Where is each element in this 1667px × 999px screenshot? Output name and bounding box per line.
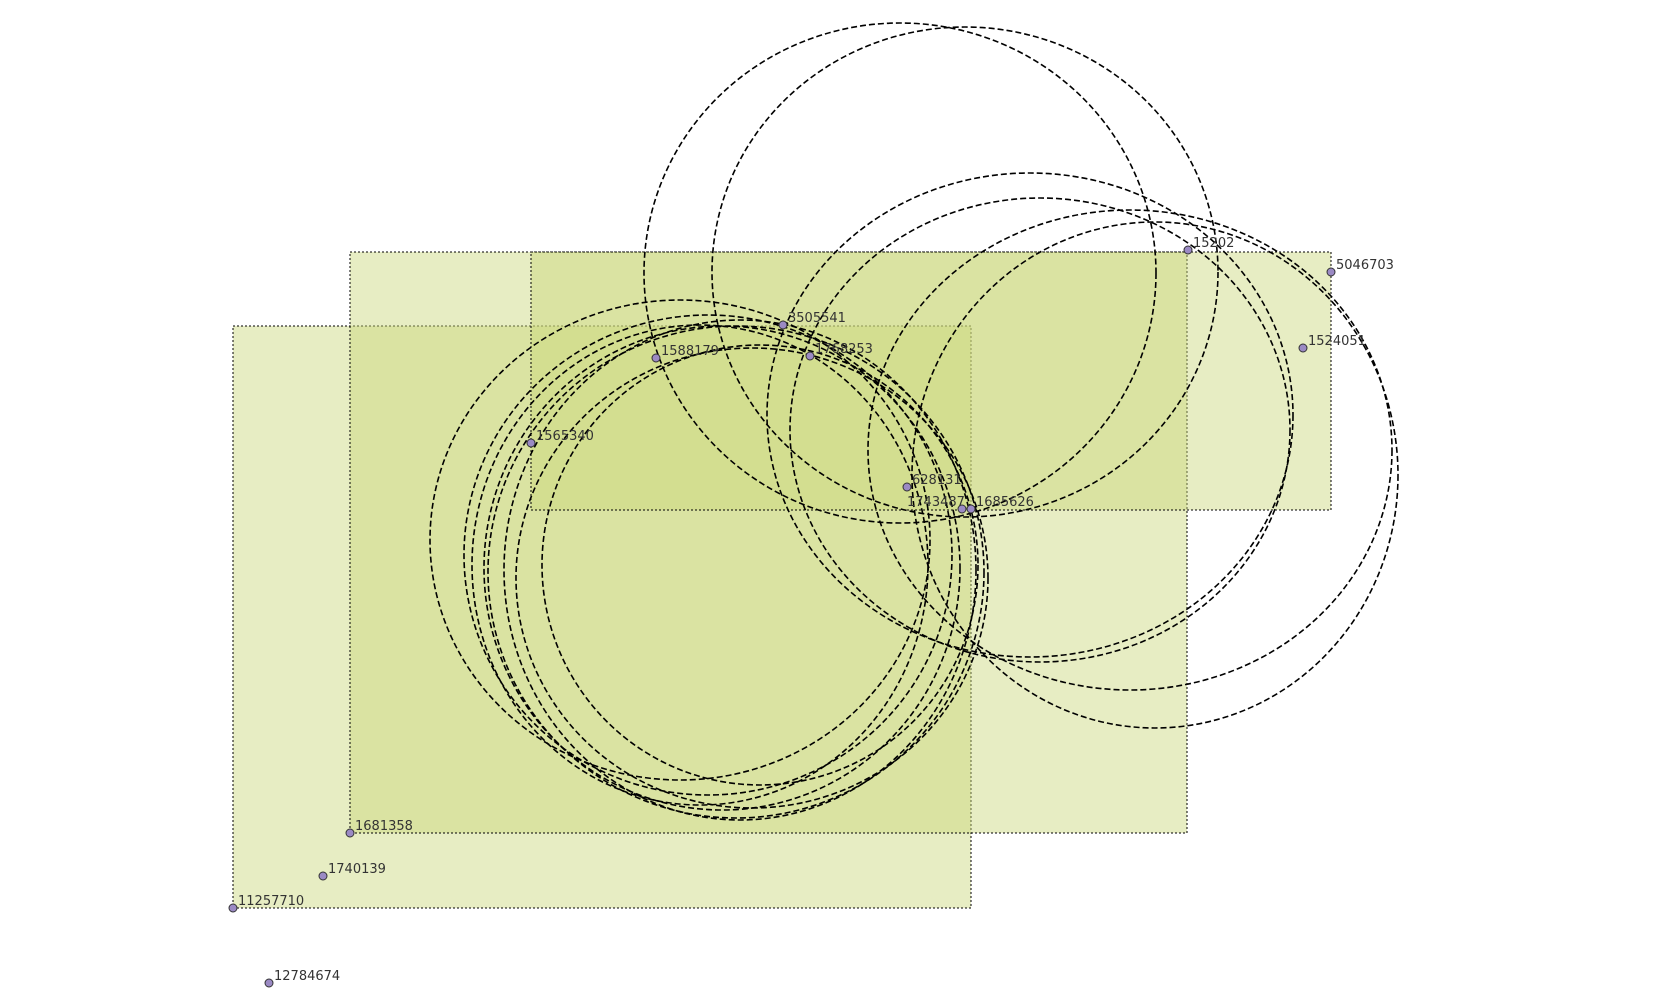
point-1681358[interactable]: 1681358 (345, 819, 413, 838)
point-label: 1685626 (976, 495, 1034, 510)
point-label: 12784674 (274, 969, 340, 984)
point-label: 1768253 (815, 342, 873, 357)
buffer-circle (503, 319, 977, 821)
point-628131[interactable]: 628131 (902, 473, 962, 492)
buffer-circle (867, 209, 1393, 691)
buffer-circle (789, 197, 1291, 663)
buffer-circle (541, 344, 979, 786)
point-1685626[interactable]: 1685626 (966, 495, 1034, 514)
point-5046703[interactable]: 5046703 (1326, 258, 1394, 277)
point-3505541[interactable]: 3505541 (778, 311, 846, 330)
buffer-circle (463, 314, 953, 796)
buffer-circle (911, 221, 1399, 729)
point-label: 1565340 (536, 429, 594, 444)
point-label: 15202 (1193, 236, 1234, 251)
buffer-circle (429, 299, 931, 781)
point-12784674[interactable]: 12784674 (264, 969, 340, 988)
buffer-circle (483, 325, 961, 811)
buffer-circle (515, 347, 989, 809)
extent-box-upper-right (530, 251, 1332, 511)
point-11257710[interactable]: 11257710 (228, 894, 304, 913)
point-label: 1681358 (355, 819, 413, 834)
point-1743487[interactable]: 1743487 (907, 495, 967, 514)
buffer-circle (711, 26, 1219, 518)
point-label: 1740139 (328, 862, 386, 877)
point-label: 628131 (912, 473, 962, 488)
point-label: 1524051 (1308, 334, 1366, 349)
point-label: 5046703 (1336, 258, 1394, 273)
point-15202[interactable]: 15202 (1183, 236, 1234, 255)
point-label: 3505541 (788, 311, 846, 326)
point-1524051[interactable]: 1524051 (1298, 334, 1366, 353)
point-label: 1743487 (907, 495, 965, 510)
point-label: 11257710 (238, 894, 304, 909)
point-1740139[interactable]: 1740139 (318, 862, 386, 881)
point-1768253[interactable]: 1768253 (805, 342, 873, 361)
buffer-circle (766, 172, 1294, 658)
point-label: 1588179 (661, 344, 719, 359)
point-1565340[interactable]: 1565340 (526, 429, 594, 448)
point-1588179[interactable]: 1588179 (651, 344, 719, 363)
buffer-circle (643, 22, 1157, 524)
extent-box-lower-left (232, 325, 972, 909)
buffer-circle (487, 325, 985, 819)
